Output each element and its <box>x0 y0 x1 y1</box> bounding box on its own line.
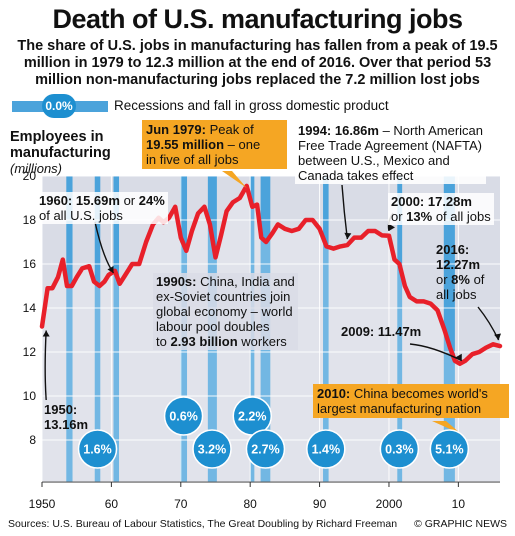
x-tick-label-2010: 10 <box>452 497 466 511</box>
y-tick-label-10: 10 <box>23 389 37 403</box>
annotation-1979-peak: Jun 1979: Peak of 19.55 million – one in… <box>142 120 287 169</box>
annotation-2016: 2016: 12.27m or 8% of all jobs <box>436 242 485 302</box>
pointer-1950 <box>44 330 47 401</box>
decline-label-6: 2.7% <box>251 443 280 457</box>
x-tick-label-2000: 2000 <box>376 497 403 511</box>
tick-labels: 8 10 12 14 16 18 20 1950 60 70 80 90 2000 10 <box>23 169 466 511</box>
annotation-1960: 1960: 15.69m or 24% of all U.S. jobs <box>36 192 168 224</box>
decline-dot-3 <box>163 396 204 436</box>
pointer-2000-head <box>388 223 396 231</box>
decline-dot-6 <box>245 429 286 469</box>
decline-dot-1 <box>77 429 118 469</box>
y-tick-label-8: 8 <box>29 433 36 447</box>
x-tick-label-1990: 90 <box>313 497 327 511</box>
callout-pointers <box>42 171 502 434</box>
decline-dot-7 <box>306 429 346 469</box>
decline-label-7: 1.4% <box>312 443 341 457</box>
decline-dots: 1.6% 0.6% 3.2% 2.2% 2.7% 1.4% 0.3% 5.1% <box>77 396 470 469</box>
recession-band-1 <box>94 176 101 482</box>
pointer-2016-head <box>494 333 502 341</box>
page-subtitle: The share of U.S. jobs in manufacturing … <box>17 38 498 88</box>
legend-gdp-dot: 0.0% <box>42 94 76 118</box>
annotation-1990s: 1990s: China, India and ex-Soviet countr… <box>153 273 298 350</box>
sources: Sources: U.S. Bureau of Labour Statistic… <box>8 518 398 530</box>
annotation-1950: 1950: 13.16m <box>44 402 89 432</box>
credit: © GRAPHIC NEWS <box>414 518 507 530</box>
annotation-2010-china: 2010: China becomes world's largest manu… <box>313 384 509 418</box>
decline-label-4: 3.2% <box>198 443 227 457</box>
pointer-1979 <box>222 171 247 188</box>
y-tick-label-18: 18 <box>23 213 37 227</box>
decline-dot-8 <box>379 429 420 469</box>
manufacturing-employment-line <box>39 183 503 366</box>
legend-text: Recessions and fall in gross domestic pr… <box>114 98 389 113</box>
pointer-2009-head <box>455 353 462 361</box>
x-tick-label-1950: 1950 <box>29 497 56 511</box>
y-tick-label-14: 14 <box>23 301 37 315</box>
x-tick-label-1970: 70 <box>174 497 188 511</box>
series-line <box>39 183 503 366</box>
pointer-1994-head <box>344 232 352 240</box>
decline-label-5: 2.2% <box>238 410 267 424</box>
page-title: Death of U.S. manufacturing jobs <box>52 4 463 34</box>
legend: 0.0% Recessions and fall in gross domest… <box>8 94 508 120</box>
pointer-1950-head <box>42 330 50 337</box>
recession-band-0 <box>66 176 73 482</box>
annotation-2000: 2000: 17.28m or 13% of all jobs <box>388 193 494 225</box>
recession-band-2 <box>113 176 120 482</box>
recession-band-9 <box>443 176 455 482</box>
decline-label-1: 1.6% <box>83 443 112 457</box>
x-tick-label-1980: 80 <box>244 497 258 511</box>
decline-label-9: 5.1% <box>435 443 464 457</box>
recession-band-8 <box>397 176 403 482</box>
y-tick-label-12: 12 <box>23 345 37 359</box>
decline-dot-4 <box>192 429 232 469</box>
decline-dot-9 <box>429 429 470 469</box>
decline-label-8: 0.3% <box>385 443 414 457</box>
decline-label-3: 0.6% <box>169 410 198 424</box>
y-tick-label-20: 20 <box>23 169 37 183</box>
annotation-1994-nafta: 1994: 16.86m – North American Free Trade… <box>295 122 486 184</box>
y-axis-label: Employees in manufacturing <box>10 129 111 161</box>
recession-band-7 <box>323 176 329 482</box>
annotation-2009: 2009: 11.47m <box>341 324 422 339</box>
x-tick-label-1960: 60 <box>105 497 119 511</box>
pointer-2009 <box>409 343 463 362</box>
pointer-1960-head <box>107 266 114 273</box>
y-tick-label-16: 16 <box>23 257 37 271</box>
y-axis-unit: (millions) <box>10 161 62 176</box>
